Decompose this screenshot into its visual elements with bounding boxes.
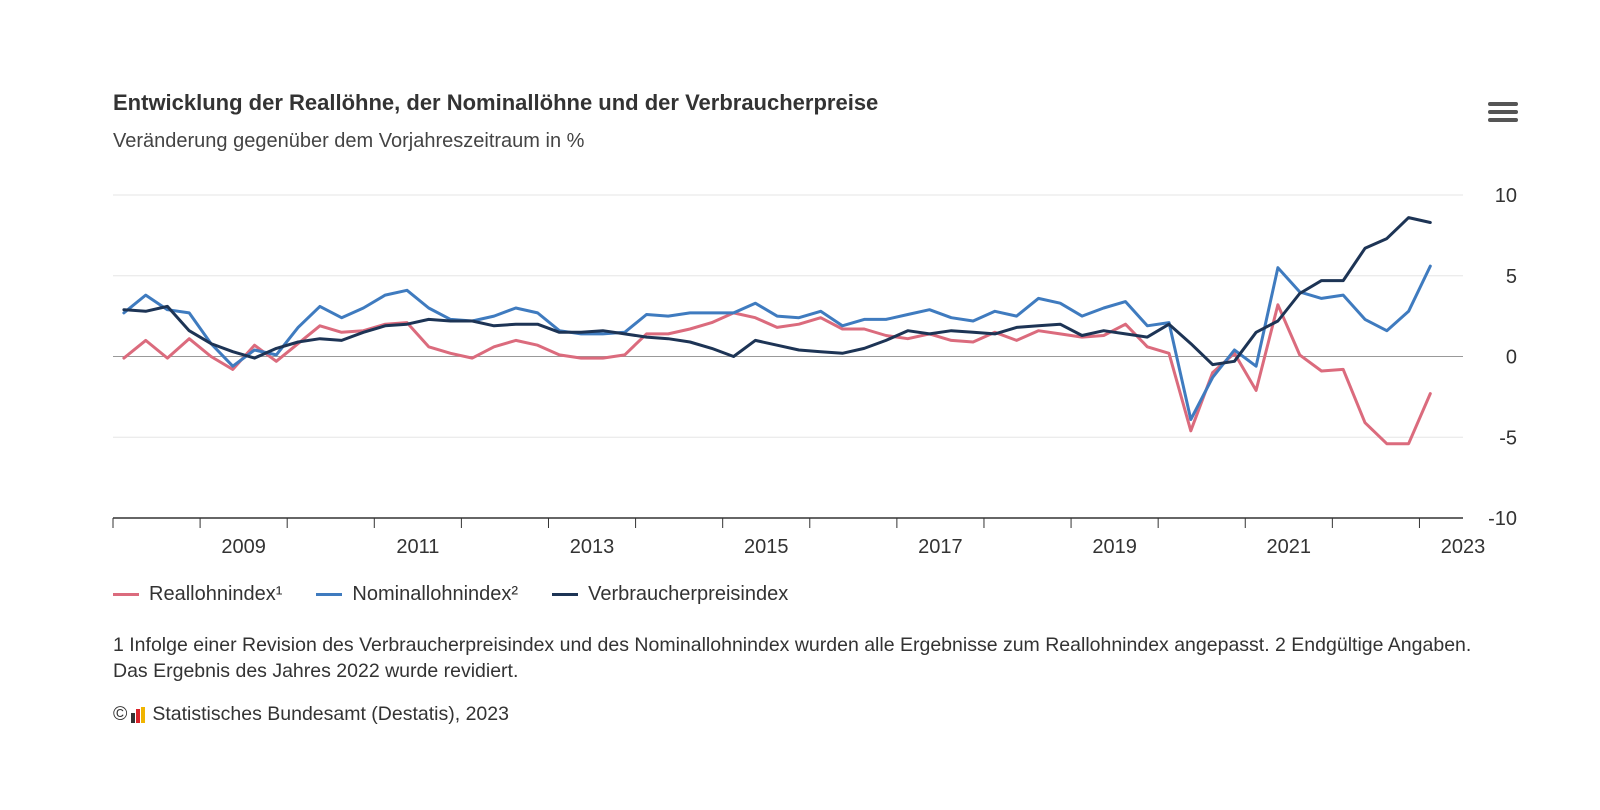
menu-bar — [1488, 110, 1518, 114]
copyright-symbol: © — [113, 703, 128, 725]
menu-bar — [1488, 102, 1518, 106]
x-tick-label: 2015 — [744, 536, 789, 558]
chart-subtitle: Veränderung gegenüber dem Vorjahreszeitr… — [113, 130, 585, 152]
x-tick-label: 2009 — [221, 536, 266, 558]
legend-label: Nominallohnindex² — [352, 583, 519, 605]
x-tick-label: 2017 — [918, 536, 963, 558]
menu-bar — [1488, 118, 1518, 122]
x-tick-label: 2011 — [396, 536, 439, 558]
chart-title: Entwicklung der Reallöhne, der Nominallö… — [113, 90, 879, 115]
x-tick-label: 2021 — [1267, 536, 1312, 558]
chart-footnote: 1 Infolge einer Revision des Verbraucher… — [113, 634, 1472, 682]
y-tick-label: -10 — [1488, 508, 1517, 530]
logo-bar — [141, 706, 146, 723]
legend-label: Reallohnindex¹ — [149, 583, 283, 605]
y-tick-label: -5 — [1499, 427, 1517, 449]
credits-text: Statistisches Bundesamt (Destatis), 2023 — [152, 703, 509, 725]
legend-item-1[interactable]: Reallohnindex¹ — [113, 583, 282, 606]
y-tick-label: 10 — [1495, 185, 1517, 207]
legend-swatch — [552, 593, 579, 596]
series-line-3[interactable] — [122, 216, 1432, 367]
logo-bar — [136, 708, 141, 723]
x-tick-label: 2019 — [1092, 536, 1137, 558]
series-line-1[interactable] — [122, 303, 1432, 446]
series-lines[interactable] — [122, 216, 1432, 446]
x-tick-label: 2013 — [570, 536, 615, 558]
chart-legend: Reallohnindex¹ Nominallohnindex² Verbrauch… — [113, 583, 788, 606]
series-line-2[interactable] — [122, 264, 1432, 421]
y-tick-label: 0 — [1506, 347, 1517, 369]
hamburger-menu-icon[interactable] — [1488, 102, 1518, 126]
legend-label: Verbraucherpreisindex — [588, 583, 789, 605]
x-tick-label: 2023 — [1441, 536, 1486, 558]
logo-bar — [131, 712, 136, 723]
legend-item-2[interactable]: Nominallohnindex² — [316, 583, 518, 606]
y-axis: 10 5 0 -5 -10 — [1488, 185, 1517, 530]
x-axis: 2009 2011 2013 2015 2017 2019 2021 2023 — [112, 517, 1486, 558]
legend-item-3[interactable]: Verbraucherpreisindex — [552, 583, 788, 606]
credits[interactable]: © Statistisches Bundesamt (Destatis), 20… — [113, 703, 509, 726]
destatis-logo-icon — [131, 706, 146, 723]
legend-swatch — [316, 593, 343, 596]
legend-swatch — [113, 593, 139, 596]
y-tick-label: 5 — [1506, 266, 1517, 288]
